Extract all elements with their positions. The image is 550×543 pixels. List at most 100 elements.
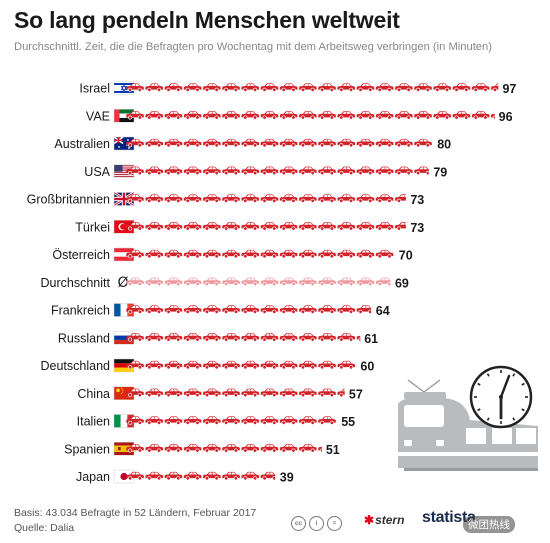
car-icon (164, 83, 183, 92)
car-icon (222, 388, 240, 398)
car-icon (203, 305, 221, 314)
data-label: 55 (341, 415, 355, 429)
car-icon (183, 111, 202, 120)
car-icon (337, 333, 356, 342)
car-icon (356, 194, 375, 203)
car-icon (145, 305, 164, 314)
car-icon (241, 416, 260, 425)
car-icon (145, 222, 164, 231)
car-icon (183, 222, 202, 231)
car-icon (241, 111, 260, 120)
car-icon (260, 360, 279, 370)
car-icon (299, 166, 317, 176)
car-icon (241, 305, 260, 314)
car-icon (164, 111, 183, 120)
chart-row: Australien 80 (54, 136, 451, 152)
car-icon (471, 83, 490, 92)
car-icon (375, 83, 394, 92)
car-icon (203, 333, 221, 342)
category-label: Frankreich (51, 304, 110, 318)
car-icon (337, 166, 356, 176)
chart-row: Durchschnitt Ø 69 (41, 275, 409, 291)
car-icon (203, 277, 221, 287)
car-icon (222, 416, 240, 425)
car-icon (126, 444, 144, 453)
car-icon (203, 360, 221, 370)
car-icon (299, 222, 317, 231)
car-icon (318, 222, 336, 231)
car-icon (356, 335, 361, 342)
car-icon (183, 249, 202, 259)
car-icon (145, 277, 164, 287)
car-icon (299, 360, 317, 370)
car-icon (222, 166, 240, 176)
data-label: 97 (502, 82, 516, 96)
bar (126, 388, 345, 398)
data-label: 39 (280, 471, 294, 485)
car-icon (260, 471, 276, 481)
car-icon (471, 111, 490, 120)
watermark: 微团热线 (463, 516, 515, 533)
data-label: 64 (376, 304, 390, 318)
data-label: 96 (499, 110, 513, 124)
car-icon (126, 111, 144, 120)
bar (126, 194, 406, 203)
car-icon (356, 138, 375, 148)
car-icon (279, 111, 298, 120)
car-icon (126, 138, 144, 148)
car-icon (318, 249, 336, 259)
car-icon (126, 277, 144, 287)
car-icon (183, 277, 202, 287)
car-icon (395, 83, 413, 92)
chart-subtitle: Durchschnittl. Zeit, die die Befragten p… (14, 41, 492, 53)
car-icon (203, 138, 221, 148)
bar (126, 111, 495, 120)
flag-icon (113, 191, 135, 207)
car-icon (241, 360, 260, 370)
chart-row: Frankreich 64 (51, 303, 390, 318)
chart-row: VAE 96 (86, 109, 513, 124)
car-icon (279, 194, 298, 203)
car-icon (337, 388, 345, 398)
car-icon (164, 305, 183, 314)
data-label: 73 (410, 221, 424, 235)
car-icon (164, 360, 183, 370)
bar (126, 166, 429, 176)
car-icon (241, 471, 260, 481)
car-icon (395, 166, 413, 176)
car-icon (337, 111, 356, 120)
bar (126, 305, 372, 314)
data-label: 70 (399, 249, 413, 263)
car-icon (164, 277, 183, 287)
car-icon (164, 388, 183, 398)
car-icon (318, 83, 336, 92)
car-icon (491, 113, 495, 120)
car-icon (203, 444, 221, 453)
car-icon (222, 360, 240, 370)
car-icon (241, 444, 260, 453)
car-icon (203, 388, 221, 398)
category-label: Russland (58, 331, 110, 345)
car-icon (279, 277, 298, 287)
car-icon (126, 249, 144, 259)
clock-icon (469, 365, 533, 429)
car-icon (183, 444, 202, 453)
car-icon (126, 166, 144, 176)
bar (126, 83, 499, 92)
car-icon (318, 446, 322, 453)
car-icon (279, 388, 298, 398)
category-label: Türkei (75, 220, 110, 234)
car-icon (279, 166, 298, 176)
car-icon (241, 277, 260, 287)
car-icon (491, 83, 499, 92)
car-icon (318, 194, 336, 203)
car-icon (126, 360, 144, 370)
car-icon (260, 249, 279, 259)
car-icon (145, 471, 164, 481)
car-icon (279, 305, 298, 314)
car-icon (126, 471, 144, 481)
car-icon (299, 83, 317, 92)
car-icon (260, 138, 279, 148)
chart-row: Deutschland 60 (41, 358, 374, 374)
car-icon (260, 416, 279, 425)
